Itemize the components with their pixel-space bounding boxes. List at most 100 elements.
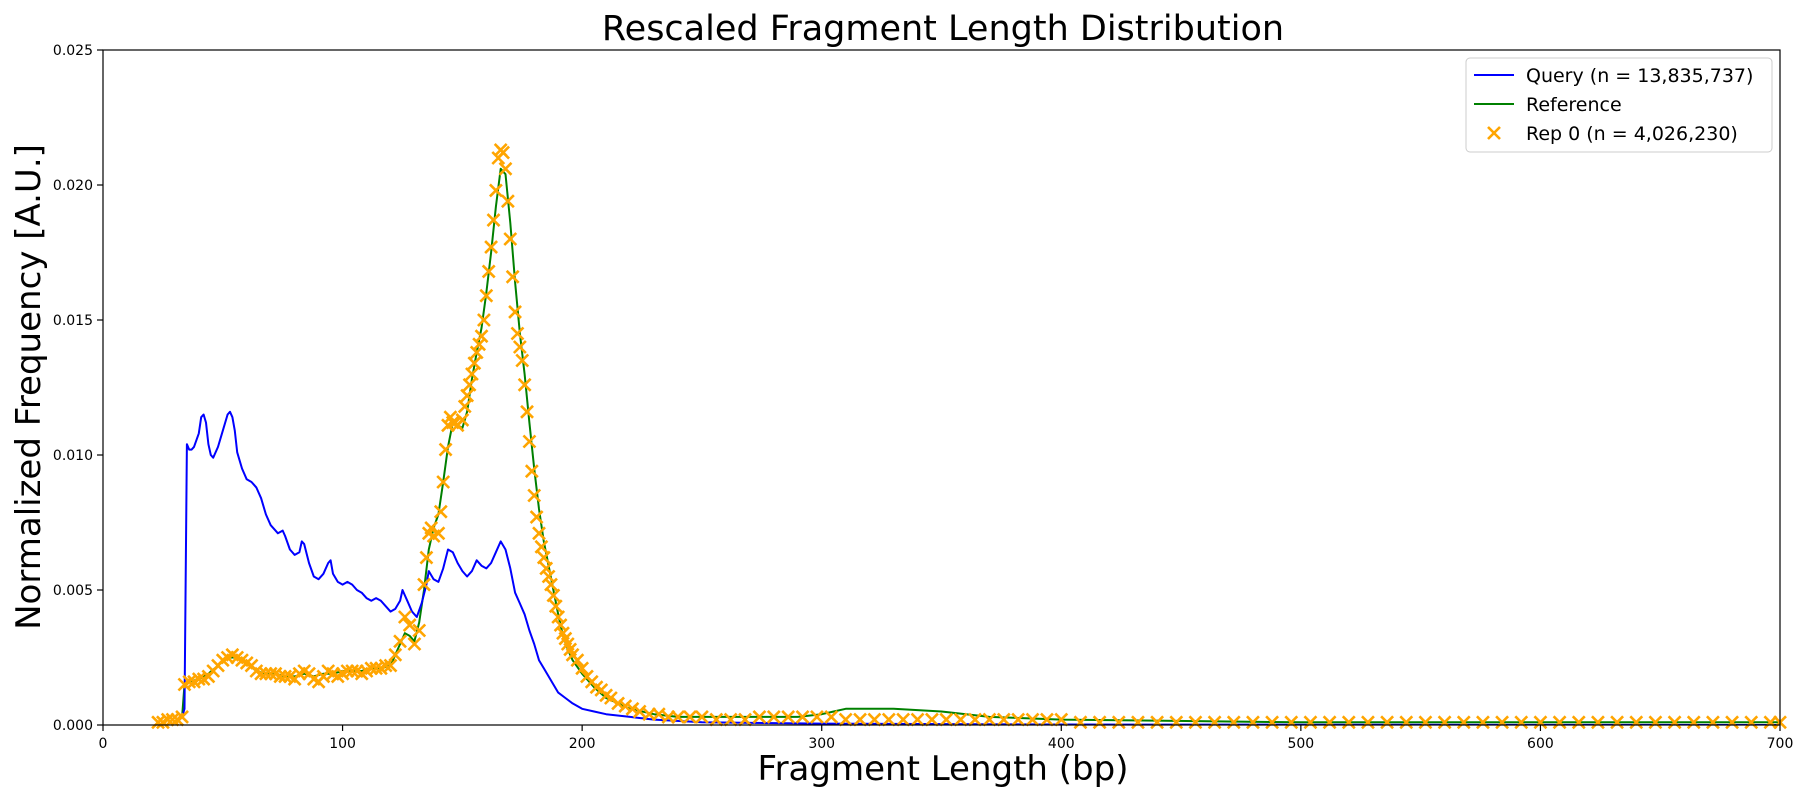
- data-point-marker: [1591, 715, 1605, 730]
- data-point-marker: [481, 264, 496, 279]
- data-point-marker: [982, 712, 997, 727]
- data-point-marker: [1011, 712, 1026, 727]
- data-point-marker: [417, 577, 431, 592]
- data-point-marker: [412, 623, 427, 638]
- data-point-marker: [407, 637, 422, 651]
- y-tick-label: 0.020: [53, 178, 93, 194]
- data-point-marker: [1456, 715, 1471, 730]
- data-point-marker: [369, 661, 384, 676]
- x-tick-label: 200: [569, 736, 596, 752]
- data-point-marker: [539, 561, 554, 576]
- data-point-marker: [529, 510, 544, 525]
- data-point-marker: [766, 709, 781, 724]
- data-point-marker: [165, 712, 180, 727]
- data-point-marker: [968, 712, 982, 727]
- data-point-marker: [618, 699, 633, 714]
- legend-frame: [1465, 57, 1773, 153]
- x-tick-label: 100: [329, 736, 356, 752]
- y-tick-label: 0.000: [53, 718, 93, 734]
- data-point-marker: [1418, 715, 1433, 730]
- x-tick-label: 400: [1048, 736, 1075, 752]
- data-point-marker: [553, 618, 568, 633]
- data-point-marker: [438, 442, 453, 457]
- data-point-marker: [611, 696, 625, 711]
- data-point-marker: [476, 313, 491, 327]
- data-point-marker: [462, 377, 477, 392]
- data-point-marker: [378, 658, 393, 673]
- data-point-marker: [1284, 715, 1299, 730]
- plot-area: [151, 142, 1787, 730]
- data-point-marker: [191, 672, 206, 687]
- data-point-marker: [1265, 715, 1280, 730]
- data-point-marker: [781, 709, 796, 724]
- x-tick-label: 0: [99, 736, 108, 752]
- data-point-marker: [1686, 715, 1701, 730]
- data-point-marker: [457, 399, 472, 414]
- data-point-marker: [1361, 715, 1375, 730]
- data-point-marker: [1399, 715, 1414, 730]
- data-point-marker: [1092, 715, 1107, 730]
- data-point-marker: [1706, 715, 1720, 730]
- data-point-marker: [522, 434, 537, 449]
- data-point-marker: [1025, 712, 1040, 727]
- data-point-marker: [695, 709, 709, 724]
- data-point-marker: [1111, 715, 1126, 730]
- data-point-marker: [472, 337, 487, 352]
- data-point-marker: [1744, 715, 1759, 730]
- series-line-1: [181, 167, 1780, 724]
- data-point-marker: [738, 712, 752, 727]
- data-point-marker: [517, 377, 532, 392]
- data-point-marker: [1303, 715, 1318, 730]
- data-point-marker: [671, 709, 685, 724]
- data-point-marker: [1629, 715, 1644, 730]
- data-point-marker: [431, 526, 446, 541]
- data-point-marker: [402, 618, 417, 633]
- x-axis-label: Fragment Length (bp): [758, 749, 1129, 789]
- data-point-marker: [388, 647, 403, 662]
- data-point-marker: [1514, 715, 1529, 730]
- data-point-marker: [1207, 715, 1222, 730]
- data-point-marker: [824, 709, 839, 724]
- y-tick-label: 0.025: [53, 43, 93, 59]
- x-tick-label: 600: [1527, 736, 1554, 752]
- data-point-marker: [1571, 715, 1586, 730]
- data-point-marker: [651, 707, 666, 722]
- data-point-marker: [524, 464, 539, 479]
- data-point-marker: [1648, 715, 1663, 730]
- data-point-marker: [548, 599, 563, 614]
- data-point-marker: [512, 340, 527, 354]
- data-point-marker: [723, 712, 738, 727]
- data-point-marker: [709, 712, 724, 727]
- data-point-marker: [896, 712, 911, 727]
- data-point-marker: [397, 610, 412, 624]
- data-point-marker: [345, 664, 360, 678]
- data-point-marker: [527, 488, 542, 503]
- data-point-marker: [175, 709, 189, 724]
- data-point-marker: [939, 712, 954, 727]
- data-point-marker: [544, 577, 558, 592]
- series-markers-2: [151, 142, 1787, 730]
- data-point-marker: [1725, 715, 1740, 730]
- data-point-marker: [838, 712, 853, 727]
- legend-swatch: [1487, 126, 1501, 140]
- data-point-marker: [393, 634, 407, 649]
- x-tick-label: 300: [808, 736, 835, 752]
- data-point-marker: [910, 712, 925, 727]
- data-point-marker: [182, 674, 197, 689]
- data-point-marker: [1380, 715, 1395, 730]
- data-point-marker: [1150, 715, 1165, 730]
- data-point-marker: [508, 304, 522, 319]
- x-tick-label: 500: [1287, 736, 1314, 752]
- data-point-marker: [625, 701, 640, 716]
- data-point-marker: [752, 709, 767, 724]
- x-axis-ticks: 0 100 200 300 400 500 600 700: [99, 725, 1793, 752]
- data-point-marker: [570, 653, 585, 668]
- y-tick-label: 0.010: [53, 448, 93, 464]
- data-point-marker: [1341, 715, 1356, 730]
- y-tick-label: 0.005: [53, 583, 93, 599]
- data-point-marker: [498, 161, 513, 176]
- legend-label: Rep 0 (n = 4,026,230): [1526, 123, 1738, 145]
- data-point-marker: [881, 712, 896, 727]
- data-point-marker: [263, 666, 278, 681]
